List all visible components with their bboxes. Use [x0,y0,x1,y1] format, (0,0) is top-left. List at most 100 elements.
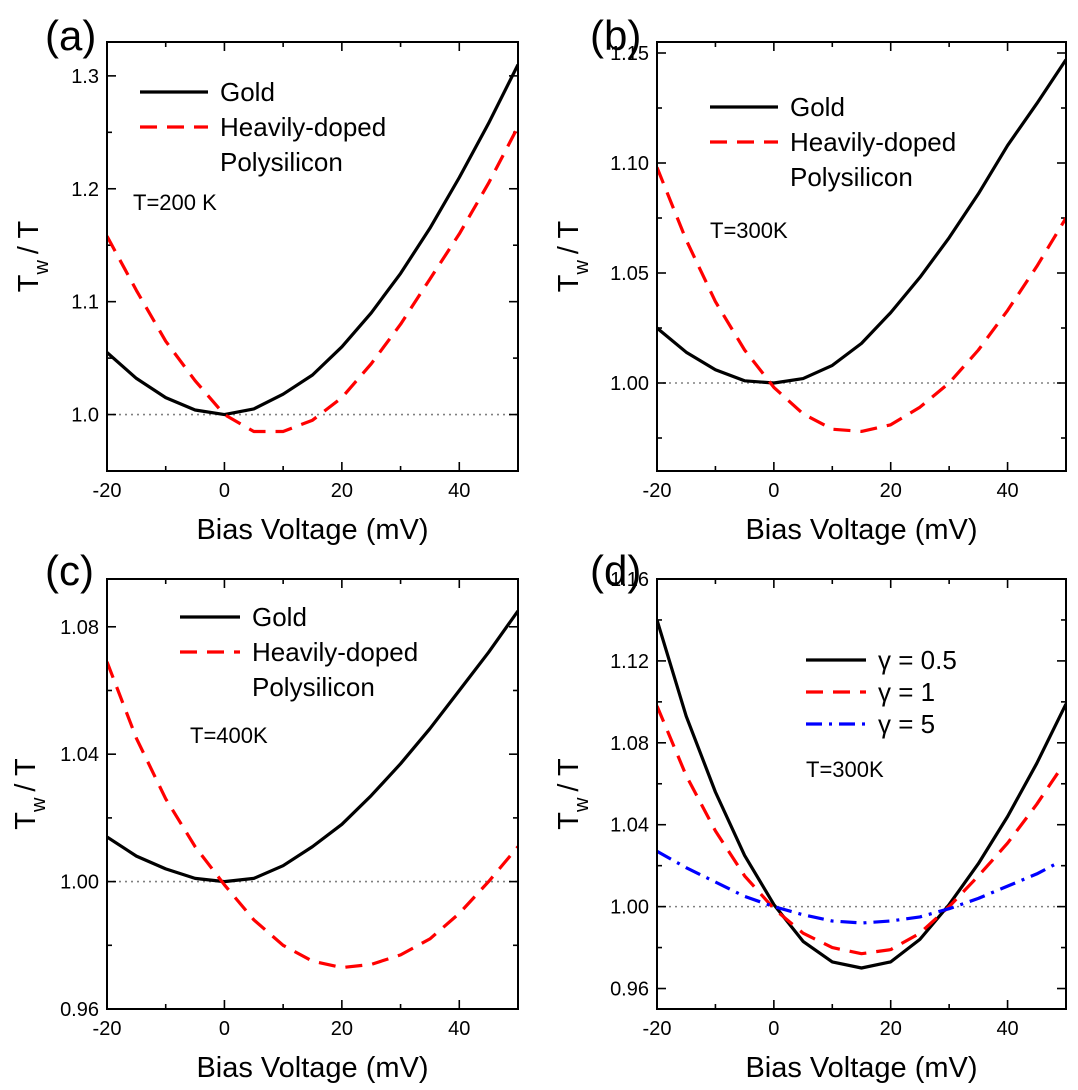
series-line-0 [107,609,518,884]
legend-label-1-line2: Polysilicon [790,162,913,192]
legend-label-1: Heavily-doped [220,112,386,142]
series-line-2 [657,849,1061,925]
y-axis-label-sub: w [28,797,50,813]
x-axis-label: Bias Voltage (mV) [745,514,977,546]
legend-label-0: Gold [220,77,275,107]
panel-c: (c) -20 0 20 40 0.96 1.00 1.04 1.08 Gold Heavily-d… [10,547,519,1084]
y-tick-label: 1.10 [610,153,649,175]
x-tick-label: 40 [448,480,470,502]
series-group [657,619,1066,970]
panel-label: (d) [590,547,641,594]
legend: Gold Heavily-doped Polysilicon [710,92,956,192]
temperature-annotation: T=400K [190,723,268,748]
x-tick-label: 20 [880,480,902,502]
y-axis-label-main: T [13,274,45,292]
y-tick-label: 1.16 [610,569,649,591]
x-tick-label: 40 [996,480,1018,502]
y-tick-label: 1.2 [71,179,99,201]
series-line-0 [107,63,518,417]
x-tick-label: 0 [219,480,230,502]
series-group [107,609,518,970]
y-axis-label: Tw / T [553,758,593,830]
y-axis-label-main: T [553,812,585,830]
x-tick-label: 20 [331,480,353,502]
y-tick-label: 1.05 [610,263,649,285]
legend-label-1: Heavily-doped [252,637,418,667]
plot-frame [106,41,519,472]
x-axis-label: Bias Voltage (mV) [196,1052,428,1084]
plot-frame [106,578,519,1010]
panel-label: (c) [45,547,94,594]
legend-label-0: Gold [252,602,307,632]
x-tick-label: -20 [93,1018,122,1040]
y-tick-label: 1.00 [610,373,649,395]
x-axis-label: Bias Voltage (mV) [196,514,428,546]
x-axis-label: Bias Voltage (mV) [745,1052,977,1084]
y-axis-label-tail: / T [13,220,45,254]
x-tick-label: 0 [219,1018,230,1040]
y-tick-label: 1.0 [71,405,99,427]
legend-label-0: γ = 0.5 [878,645,957,675]
plot-frame [656,578,1067,1010]
y-axis-label-tail: / T [553,220,585,254]
series-line-1 [657,705,1062,956]
series-line-1 [107,125,518,434]
y-tick-label: 1.04 [60,744,99,766]
temperature-annotation: T=300K [710,218,788,243]
legend-label-2: γ = 5 [878,709,935,739]
series-line-0 [657,58,1066,385]
y-tick-label: 1.04 [610,815,649,837]
y-tick-label: 1.08 [60,617,99,639]
panel-d: (d) -20 0 20 40 0.96 1.00 1.04 1.08 1.12 1.16 γ = 0… [553,547,1067,1084]
x-tick-label: 20 [331,1018,353,1040]
x-tick-label: 40 [448,1018,470,1040]
series-group [107,63,518,434]
panel-label: (b) [590,12,641,59]
y-tick-label: 1.1 [71,292,99,314]
y-axis-label-main: T [553,274,585,292]
y-axis-label-sub: w [31,260,53,276]
y-axis-label: Tw / T [13,220,53,292]
series-line-1 [107,661,518,970]
panel-a: (a) -20 0 20 40 1.0 1.1 1.2 1.3 Gold Heavily-doped… [13,12,519,546]
legend: Gold Heavily-doped Polysilicon [180,602,418,702]
x-tick-label: -20 [643,480,672,502]
y-tick-label: 1.00 [60,872,99,894]
legend-label-0: Gold [790,92,845,122]
y-axis-label-main: T [10,812,42,830]
x-tick-label: 40 [996,1018,1018,1040]
legend-label-1: γ = 1 [878,677,935,707]
y-tick-label: 1.15 [610,43,649,65]
legend-label-1: Heavily-doped [790,127,956,157]
x-tick-label: -20 [643,1018,672,1040]
y-tick-label: 1.08 [610,733,649,755]
y-axis-label: Tw / T [10,758,50,830]
temperature-annotation: T=300K [806,757,884,782]
y-axis-label-sub: w [571,797,593,813]
x-tick-label: 0 [768,480,779,502]
series-group [657,58,1066,433]
panel-b: (b) -20 0 20 40 1.00 1.05 1.10 1.15 Gold Heavily-d… [553,12,1067,546]
y-tick-label: 1.12 [610,651,649,673]
panel-label: (a) [45,12,96,59]
legend: Gold Heavily-doped Polysilicon [140,77,386,177]
series-line-1 [657,166,1066,433]
plot-frame [656,41,1067,472]
legend-label-1-line2: Polysilicon [252,672,375,702]
legend-label-1-line2: Polysilicon [220,147,343,177]
y-axis-label: Tw / T [553,220,593,292]
x-tick-label: -20 [93,480,122,502]
y-axis-label-tail: / T [10,758,42,792]
temperature-annotation: T=200 K [133,190,217,215]
y-axis-label-sub: w [571,260,593,276]
y-axis-label-tail: / T [553,758,585,792]
series-line-0 [657,619,1066,970]
x-tick-label: 0 [768,1018,779,1040]
legend: γ = 0.5γ = 1γ = 5 [806,645,957,739]
y-tick-label: 1.3 [71,66,99,88]
y-tick-label: 0.96 [60,999,99,1021]
x-tick-label: 20 [880,1018,902,1040]
y-tick-label: 0.96 [610,979,649,1001]
y-tick-label: 1.00 [610,897,649,919]
